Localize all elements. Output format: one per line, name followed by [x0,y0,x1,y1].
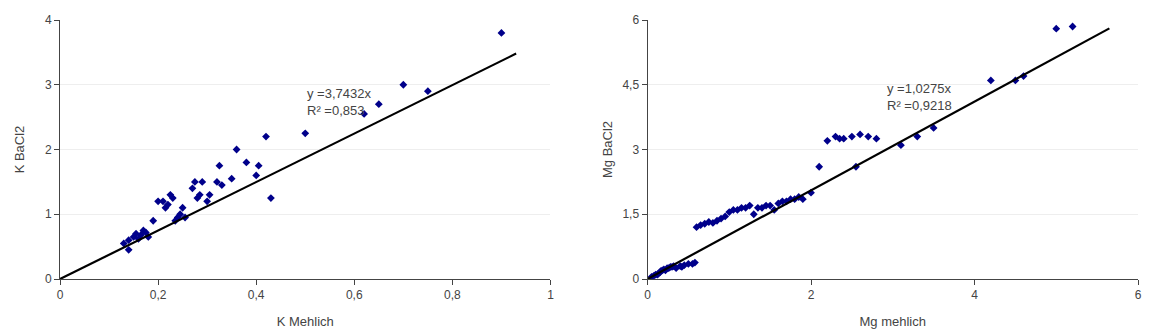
svg-text:0: 0 [45,272,52,286]
svg-text:6: 6 [1135,288,1142,302]
svg-text:0: 0 [57,288,64,302]
svg-text:1: 1 [45,207,52,221]
svg-text:6: 6 [632,13,639,27]
svg-text:K BaCl2: K BaCl2 [12,126,27,174]
svg-text:Mg mehlich: Mg mehlich [860,314,926,329]
svg-text:4: 4 [971,288,978,302]
svg-text:K Mehlich: K Mehlich [277,314,334,329]
svg-text:0: 0 [632,272,639,286]
svg-text:4,5: 4,5 [622,78,639,92]
svg-text:2: 2 [808,288,815,302]
svg-text:y =3,7432xR² =0,853: y =3,7432xR² =0,853 [307,86,371,118]
svg-text:1: 1 [547,288,554,302]
svg-text:4: 4 [45,13,52,27]
svg-text:1,5: 1,5 [622,207,639,221]
svg-text:0,8: 0,8 [444,288,461,302]
svg-text:3: 3 [632,143,639,157]
svg-text:0: 0 [644,288,651,302]
svg-text:2: 2 [45,143,52,157]
svg-text:3: 3 [45,78,52,92]
svg-text:0,6: 0,6 [346,288,363,302]
svg-text:0,2: 0,2 [150,288,167,302]
svg-text:Mg BaCl2: Mg BaCl2 [600,121,615,178]
svg-text:y =1,0275xR² =0,9218: y =1,0275xR² =0,9218 [887,81,952,113]
svg-text:0,4: 0,4 [248,288,265,302]
